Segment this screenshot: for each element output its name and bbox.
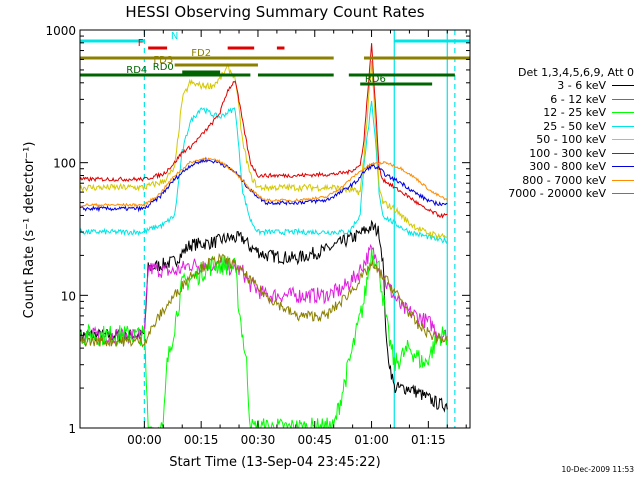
legend: Det 1,3,4,5,6,9, Att 0 3 - 6 keV 6 - 12 k… <box>476 66 636 201</box>
series-line-0 <box>80 219 448 413</box>
legend-item-label: 300 - 800 keV <box>529 160 606 174</box>
legend-item: 6 - 12 keV <box>476 93 636 107</box>
x-tick-label-3: 00:45 <box>297 433 332 447</box>
marker-label-rd6: RD6 <box>365 74 386 85</box>
legend-item-label: 800 - 7000 keV <box>522 173 606 187</box>
marker-label-fd2: FD2 <box>191 48 211 59</box>
legend-item: 12 - 25 keV <box>476 106 636 120</box>
series-line-7 <box>80 157 448 208</box>
legend-item-label: 50 - 100 keV <box>536 133 606 147</box>
x-tick-label-0: 00:00 <box>127 433 162 447</box>
marker-label-fd3: FD3 <box>153 55 173 66</box>
x-axis-label: Start Time (13-Sep-04 23:45:22) <box>169 455 380 470</box>
legend-swatch <box>612 166 634 168</box>
legend-swatch <box>612 139 634 141</box>
legend-swatch <box>612 152 634 154</box>
legend-item-label: 100 - 300 keV <box>529 146 606 160</box>
legend-item-label: 6 - 12 keV <box>550 92 606 106</box>
legend-item: 300 - 800 keV <box>476 160 636 174</box>
legend-item: 7000 - 20000 keV <box>476 187 636 201</box>
legend-title: Det 1,3,4,5,6,9, Att 0 <box>518 66 634 79</box>
legend-swatch <box>612 193 634 195</box>
legend-swatch <box>612 85 634 87</box>
marker-label-rd4: RD4 <box>126 65 147 76</box>
legend-item: 3 - 6 keV <box>476 79 636 93</box>
y-axis-label: Count Rate (s⁻¹ detector⁻¹) <box>22 142 37 319</box>
marker-label-rd0: RD0 <box>153 62 174 73</box>
marker-label-n: N <box>171 31 178 42</box>
y-tick-label-2: 100 <box>53 157 76 171</box>
x-tick-label-1: 00:15 <box>184 433 219 447</box>
legend-rows: 3 - 6 keV 6 - 12 keV 12 - 25 keV 25 - 50 ke… <box>476 79 636 201</box>
legend-item-label: 12 - 25 keV <box>543 106 606 120</box>
series-line-6 <box>80 156 448 213</box>
legend-item-label: 3 - 6 keV <box>557 79 606 93</box>
plot-frame <box>79 29 471 429</box>
x-tick-label-4: 01:00 <box>354 433 389 447</box>
legend-swatch <box>612 112 634 114</box>
chart-title: HESSI Observing Summary Count Rates <box>125 3 424 21</box>
legend-item: 800 - 7000 keV <box>476 174 636 188</box>
series-line-8 <box>80 252 448 348</box>
series-line-3 <box>80 100 448 245</box>
series-line-5 <box>80 43 448 219</box>
series-line-4 <box>80 60 448 240</box>
x-tick-label-2: 00:30 <box>241 433 276 447</box>
legend-item: 50 - 100 keV <box>476 133 636 147</box>
legend-swatch <box>612 125 634 127</box>
y-tick-label-3: 1000 <box>45 24 76 38</box>
x-tick-label-5: 01:15 <box>411 433 446 447</box>
legend-item: 100 - 300 keV <box>476 147 636 161</box>
y-tick-label-1: 10 <box>61 289 76 303</box>
legend-swatch <box>612 98 634 100</box>
y-tick-label-0: 1 <box>68 422 76 436</box>
marker-label-f: F <box>138 38 144 49</box>
legend-swatch <box>612 179 634 181</box>
timestamp: 10-Dec-2009 11:53 <box>561 465 634 474</box>
legend-item: 25 - 50 keV <box>476 120 636 134</box>
legend-item-label: 25 - 50 keV <box>543 119 606 133</box>
legend-item-label: 7000 - 20000 keV <box>508 187 606 201</box>
